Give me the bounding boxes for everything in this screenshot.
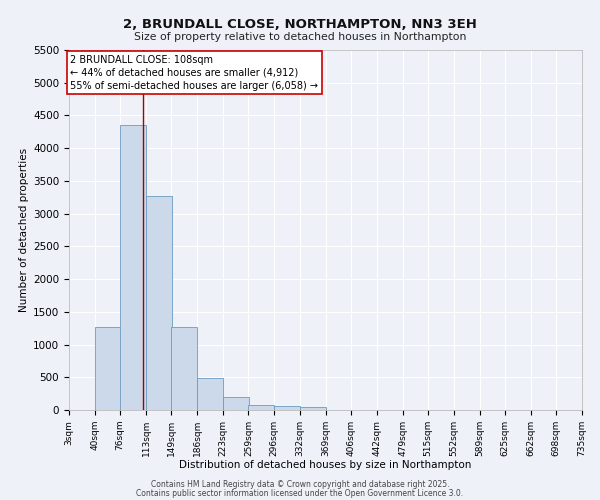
Text: Contains HM Land Registry data © Crown copyright and database right 2025.: Contains HM Land Registry data © Crown c…	[151, 480, 449, 489]
Bar	[223, 397, 249, 410]
Bar	[120, 126, 146, 410]
Bar	[172, 327, 197, 410]
X-axis label: Distribution of detached houses by size in Northampton: Distribution of detached houses by size …	[179, 460, 472, 470]
Bar	[95, 327, 121, 410]
Text: Contains public sector information licensed under the Open Government Licence 3.: Contains public sector information licen…	[136, 488, 464, 498]
Bar	[274, 406, 300, 410]
Bar	[299, 406, 325, 410]
Bar	[248, 405, 274, 410]
Text: 2 BRUNDALL CLOSE: 108sqm
← 44% of detached houses are smaller (4,912)
55% of sem: 2 BRUNDALL CLOSE: 108sqm ← 44% of detach…	[70, 54, 319, 91]
Text: Size of property relative to detached houses in Northampton: Size of property relative to detached ho…	[134, 32, 466, 42]
Bar	[146, 196, 172, 410]
Text: 2, BRUNDALL CLOSE, NORTHAMPTON, NN3 3EH: 2, BRUNDALL CLOSE, NORTHAMPTON, NN3 3EH	[123, 18, 477, 30]
Y-axis label: Number of detached properties: Number of detached properties	[19, 148, 29, 312]
Bar	[197, 378, 223, 410]
